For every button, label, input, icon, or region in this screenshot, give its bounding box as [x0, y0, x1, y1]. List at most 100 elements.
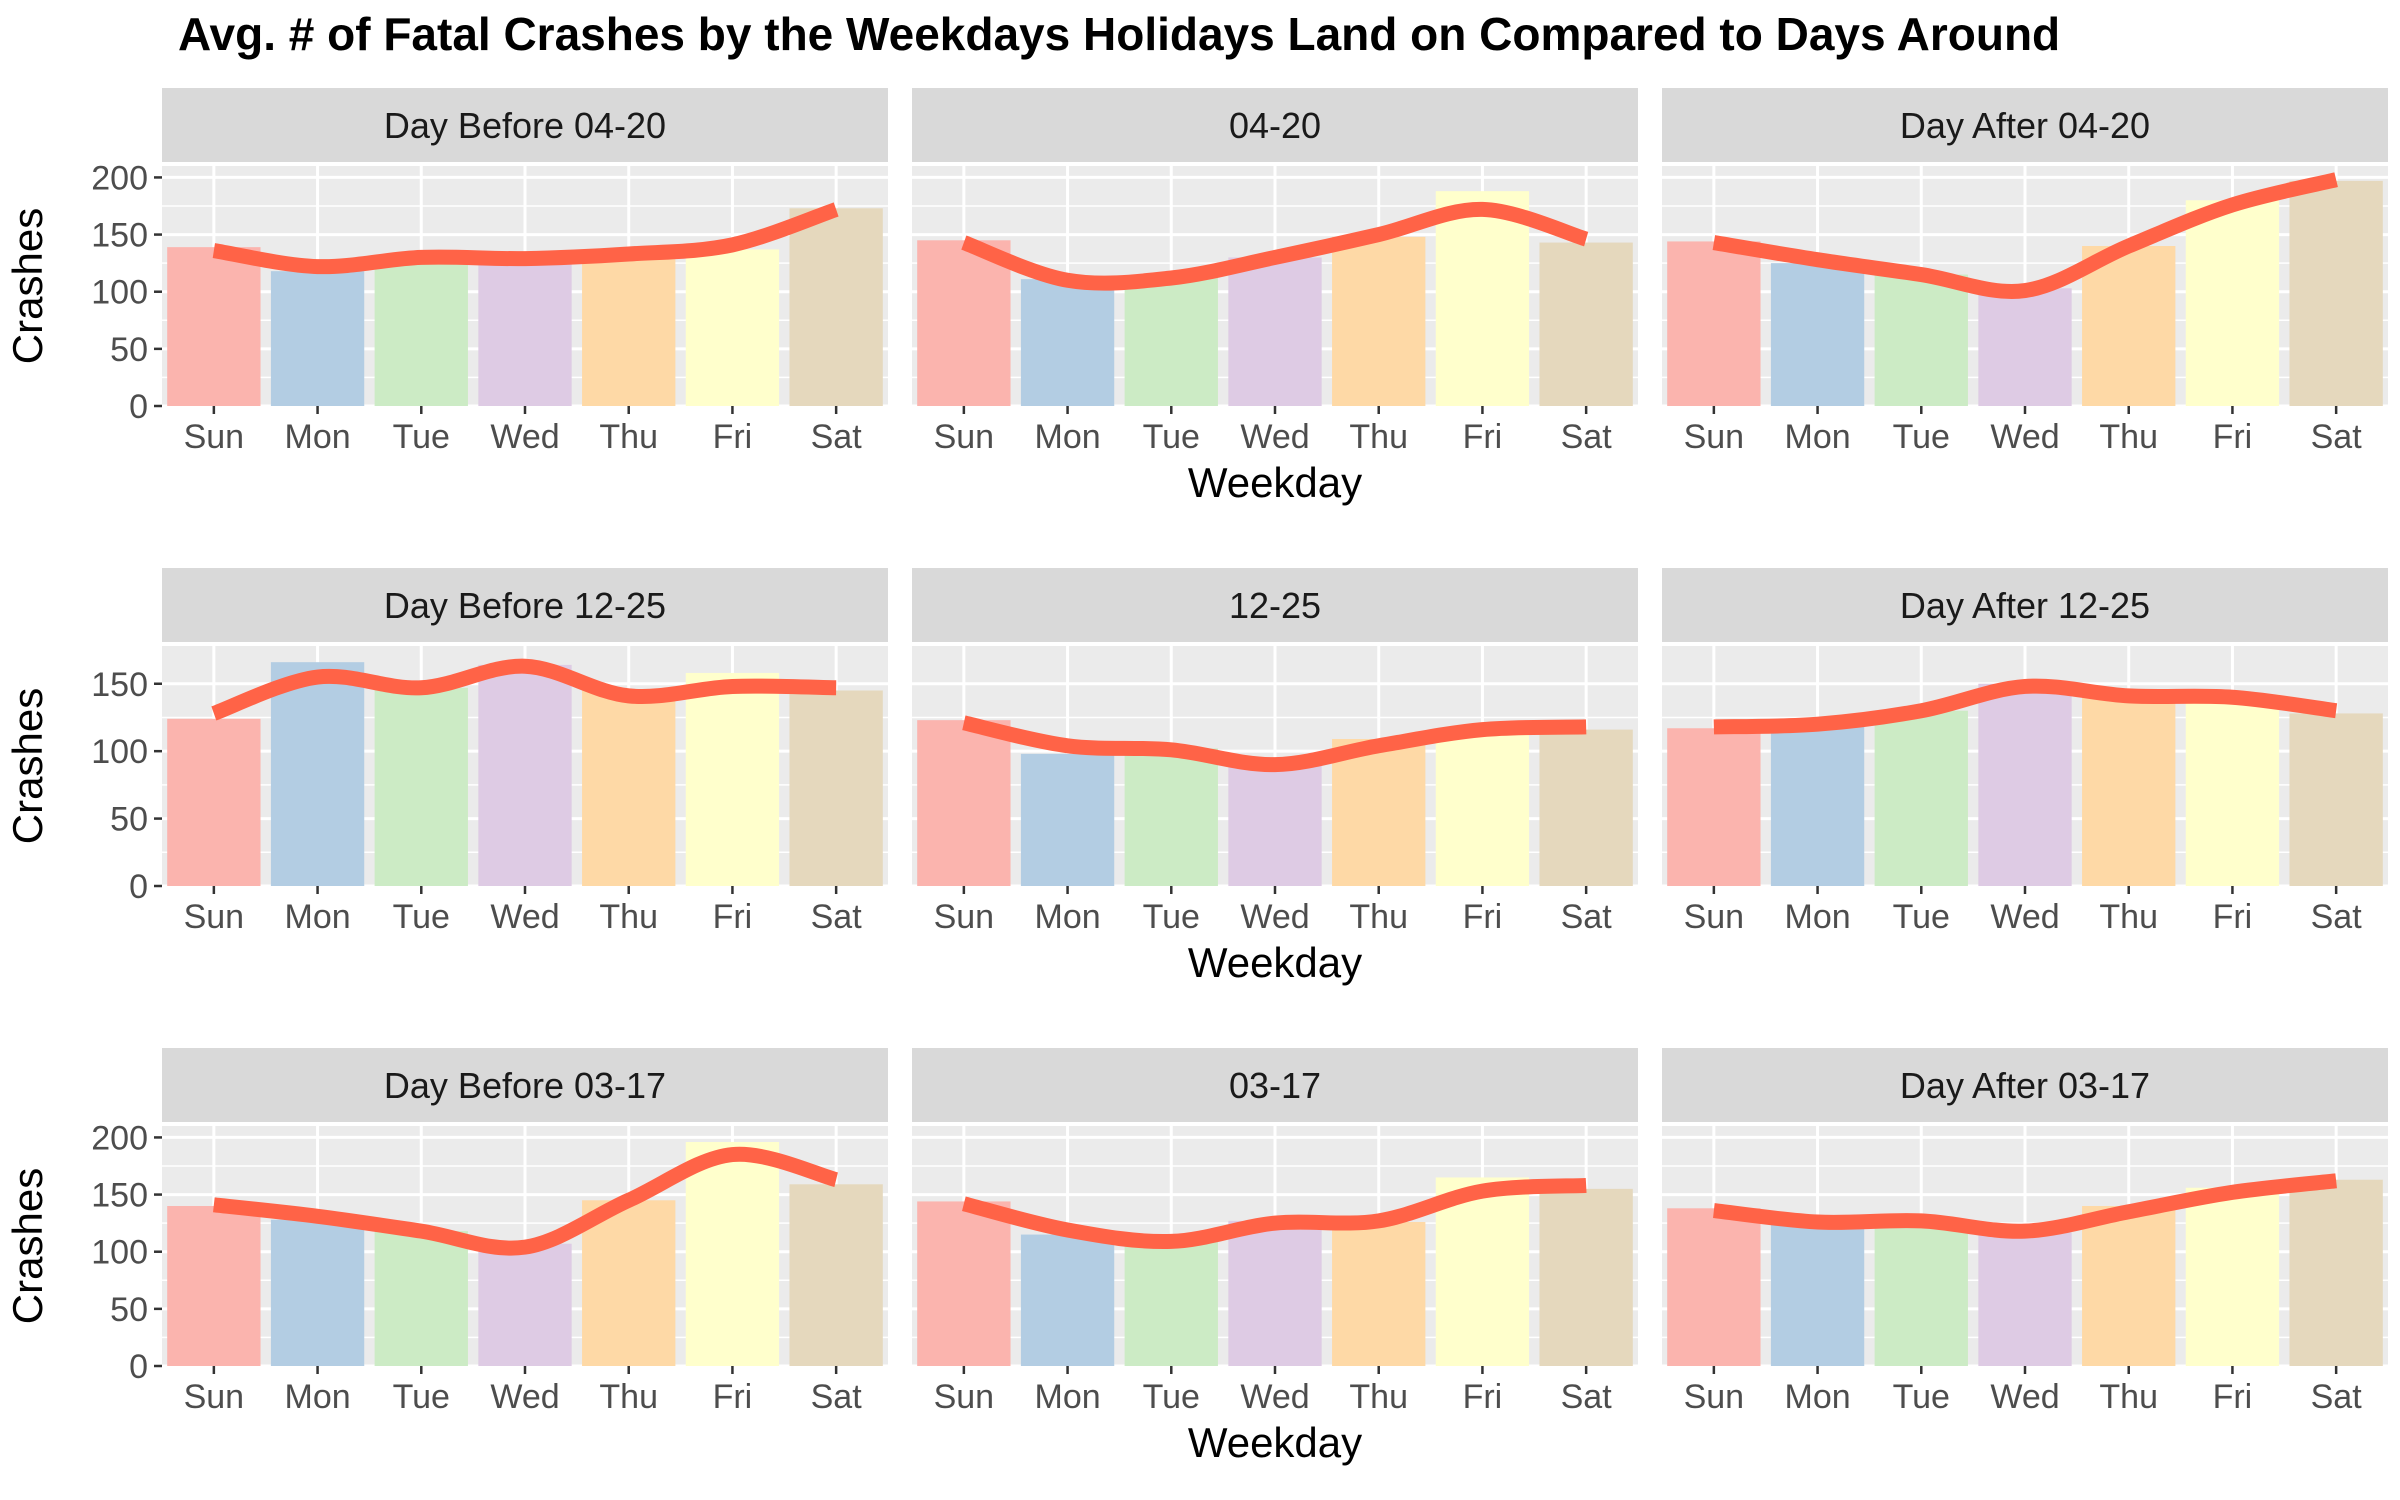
bar-tue — [374, 687, 468, 886]
bar-mon — [1020, 753, 1115, 886]
x-tick-label: Tue — [393, 418, 450, 456]
smooth-trend-line — [962, 715, 1587, 773]
x-tick-label: Sun — [184, 898, 245, 936]
smooth-trend-line — [213, 1146, 839, 1256]
x-tick-label: Thu — [2099, 1378, 2158, 1416]
bar-sun — [917, 240, 1011, 406]
bar-tue — [374, 259, 468, 406]
bar-sun — [1667, 241, 1761, 406]
x-tick-label: Tue — [1143, 1378, 1200, 1416]
facet-title: 03-17 — [1229, 1065, 1321, 1106]
facet-title: 12-25 — [1229, 585, 1321, 626]
x-tick-label: Sun — [1684, 418, 1745, 456]
bar-mon — [270, 271, 365, 406]
x-tick-label: Sat — [2311, 898, 2363, 936]
bar-mon — [1770, 1224, 1865, 1366]
x-tick-label: Sun — [184, 1378, 245, 1416]
x-tick-label: Wed — [1990, 898, 2059, 936]
facet-panel: 12-25 Sun Mon Tue Wed Thu Fri Sat — [912, 568, 1638, 936]
bar-mon — [270, 662, 365, 886]
y-tick-label: 150 — [91, 1177, 148, 1215]
x-tick-label: Tue — [1893, 1378, 1950, 1416]
bar-thu — [2082, 246, 2176, 406]
smooth-trend-line — [961, 1177, 1587, 1250]
bar-sun — [917, 720, 1011, 886]
bar-sat — [2289, 1179, 2383, 1366]
facet-panel: Day Before 03-17 Sun Mon Tue Wed Thu Fri Sat 0 50… — [91, 1048, 888, 1416]
x-tick-label: Sat — [811, 418, 863, 456]
facet-title: Day After 04-20 — [1900, 105, 2150, 146]
x-tick-label: Sun — [184, 418, 245, 456]
bar-thu — [1332, 236, 1426, 406]
x-tick-label: Sat — [1561, 418, 1613, 456]
x-tick-label: Mon — [1035, 1378, 1101, 1416]
bar-sun — [1667, 1208, 1761, 1366]
bar-sat — [1539, 242, 1633, 406]
bar-fri — [1435, 191, 1530, 406]
bar-thu — [1332, 739, 1426, 886]
facet-title: Day Before 03-17 — [384, 1065, 666, 1106]
bar-thu — [2082, 691, 2176, 886]
bar-wed — [1978, 1232, 2072, 1366]
smooth-trend-line — [1713, 678, 2338, 735]
smooth-trend-line — [211, 658, 837, 721]
bar-mon — [1770, 263, 1865, 406]
x-tick-label: Sat — [811, 898, 863, 936]
bar-sat — [789, 1184, 883, 1366]
y-axis-title: Crashes — [4, 1168, 51, 1324]
bar-wed — [1228, 257, 1322, 406]
x-tick-label: Tue — [1893, 898, 1950, 936]
x-tick-label: Fri — [713, 418, 753, 456]
y-tick-label: 0 — [129, 1348, 148, 1386]
y-axis-title: Crashes — [4, 688, 51, 844]
bar-tue — [1124, 278, 1218, 406]
bar-fri — [1435, 1177, 1530, 1366]
x-tick-label: Fri — [2213, 1378, 2253, 1416]
bar-fri — [2185, 200, 2280, 406]
x-tick-label: Mon — [1035, 898, 1101, 936]
bar-sun — [167, 247, 261, 406]
bar-sun — [167, 1206, 261, 1366]
smooth-trend-line — [1712, 172, 2338, 299]
bar-wed — [1228, 763, 1322, 886]
facet-strip — [1662, 88, 2388, 162]
facet-title: 04-20 — [1229, 105, 1321, 146]
x-tick-label: Mon — [1035, 418, 1101, 456]
x-tick-label: Wed — [490, 1378, 559, 1416]
facet-strip — [912, 88, 1638, 162]
smooth-trend-line — [1713, 1173, 2337, 1239]
bar-fri — [1435, 728, 1530, 886]
bar-fri — [2185, 1187, 2280, 1366]
facet-strip — [1662, 1048, 2388, 1122]
x-tick-label: Mon — [285, 1378, 351, 1416]
bar-wed — [1228, 1220, 1322, 1366]
smooth-trend-line — [961, 201, 1589, 291]
facet-title: Day Before 12-25 — [384, 585, 666, 626]
bar-sun — [167, 718, 261, 886]
y-tick-label: 100 — [91, 274, 148, 312]
y-tick-label: 200 — [91, 159, 148, 197]
x-tick-label: Fri — [2213, 898, 2253, 936]
x-tick-label: Wed — [1240, 1378, 1309, 1416]
facet-strip — [162, 568, 888, 642]
bar-thu — [1332, 1222, 1426, 1366]
facet-panel: 03-17 Sun Mon Tue Wed Thu Fri Sat — [912, 1048, 1638, 1416]
facet-title: Day Before 04-20 — [384, 105, 666, 146]
bar-fri — [685, 672, 780, 886]
facet-panel: 04-20 Sun Mon Tue Wed Thu Fri Sat — [912, 88, 1638, 456]
chart-title: Avg. # of Fatal Crashes by the Weekdays … — [178, 8, 2061, 60]
y-tick-label: 100 — [91, 733, 148, 771]
facet-panel: Day Before 12-25 Sun Mon Tue Wed Thu Fri Sat 0 50… — [91, 568, 888, 936]
bar-fri — [2185, 694, 2280, 886]
smooth-trend-line — [212, 202, 839, 275]
y-tick-label: 50 — [110, 1291, 148, 1329]
x-tick-label: Tue — [1893, 418, 1950, 456]
x-tick-label: Fri — [2213, 418, 2253, 456]
x-tick-label: Thu — [599, 1378, 658, 1416]
x-tick-label: Tue — [1143, 418, 1200, 456]
x-tick-label: Wed — [1240, 418, 1309, 456]
x-tick-label: Sun — [1684, 898, 1745, 936]
bar-thu — [582, 1200, 676, 1366]
x-axis-title: Weekday — [1188, 459, 1362, 506]
bar-tue — [1124, 1239, 1218, 1366]
